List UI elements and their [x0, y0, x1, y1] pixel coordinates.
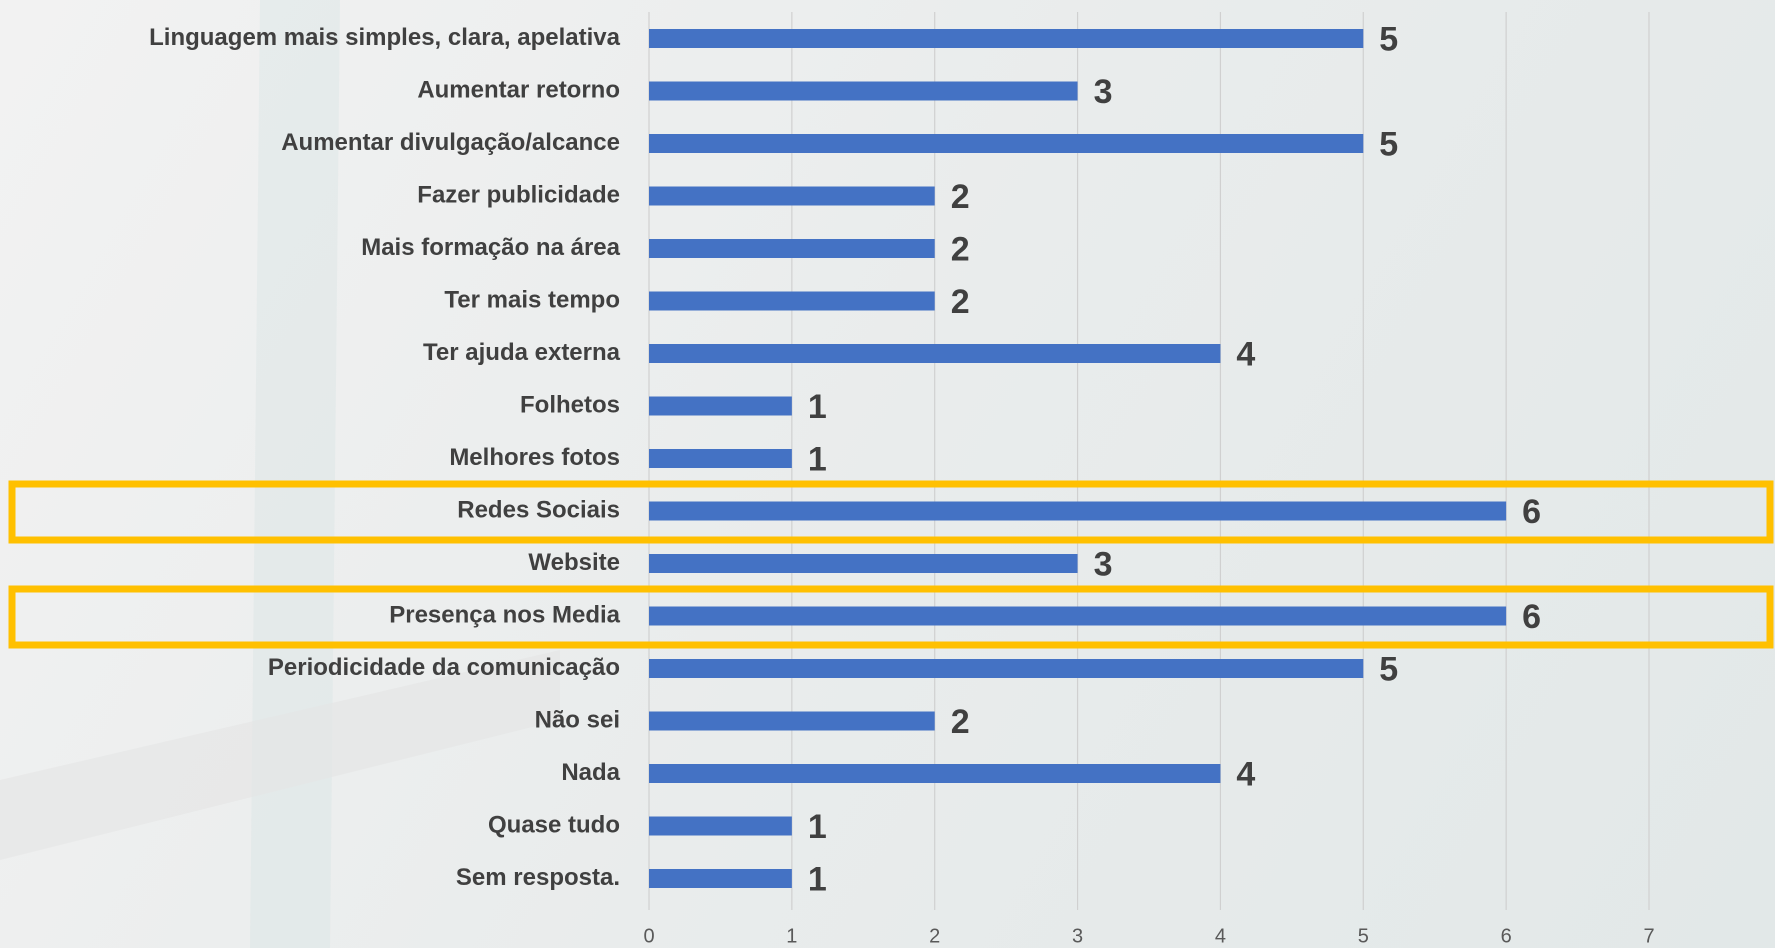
y-tick-label: Ter ajuda externa: [423, 339, 621, 366]
data-label: 1: [808, 808, 827, 846]
bar: [649, 764, 1221, 783]
x-tick-label: 5: [1358, 925, 1369, 947]
data-label: 4: [1236, 755, 1255, 793]
highlight-box: [8, 585, 1774, 649]
bar: [649, 186, 935, 206]
bar: [649, 29, 1364, 48]
y-tick-label: Linguagem mais simples, clara, apelativa: [149, 24, 621, 51]
data-label: 1: [808, 440, 827, 478]
y-tick-label: Não sei: [535, 706, 620, 733]
data-label: 2: [951, 230, 970, 268]
y-tick-label: Aumentar retorno: [417, 76, 620, 103]
data-label: 3: [1094, 545, 1113, 583]
data-label: 3: [1094, 73, 1113, 111]
y-tick-label: Mais formação na área: [361, 234, 620, 261]
x-tick-label: 6: [1501, 925, 1512, 947]
y-tick-label: Quase tudo: [488, 811, 620, 838]
bar: [649, 869, 792, 888]
data-label: 6: [1522, 598, 1541, 636]
bar: [649, 816, 792, 836]
data-label: 2: [951, 283, 970, 321]
background-shape: [0, 650, 560, 860]
x-tick-label: 0: [643, 925, 654, 947]
data-label: 2: [951, 703, 970, 741]
bar: [649, 501, 1507, 521]
bar: [649, 396, 792, 416]
bar: [649, 711, 935, 731]
bar: [649, 239, 935, 258]
bar: [649, 554, 1078, 573]
bar: [649, 449, 792, 468]
data-label: 2: [951, 178, 970, 216]
y-tick-label: Folhetos: [520, 391, 620, 418]
y-tick-label: Website: [528, 549, 620, 576]
bar: [649, 81, 1078, 101]
bar: [649, 344, 1221, 363]
x-tick-label: 4: [1215, 925, 1226, 947]
x-tick-label: 3: [1072, 925, 1083, 947]
y-tick-label: Fazer publicidade: [417, 181, 620, 208]
y-tick-label: Nada: [561, 759, 620, 786]
data-label: 1: [808, 860, 827, 898]
bar: [649, 134, 1364, 153]
data-label: 5: [1379, 20, 1398, 58]
y-tick-label: Aumentar divulgação/alcance: [281, 129, 620, 156]
y-tick-label: Redes Sociais: [457, 496, 620, 523]
data-label: 6: [1522, 493, 1541, 531]
data-label: 5: [1379, 650, 1398, 688]
y-tick-label: Periodicidade da comunicação: [268, 654, 620, 681]
x-tick-label: 2: [929, 925, 940, 947]
y-tick-label: Ter mais tempo: [444, 286, 620, 313]
data-label: 5: [1379, 125, 1398, 163]
data-label: 1: [808, 388, 827, 426]
y-tick-label: Presença nos Media: [389, 601, 620, 628]
y-tick-label: Sem resposta.: [456, 864, 620, 891]
x-tick-label: 7: [1643, 925, 1654, 947]
y-tick-label: Melhores fotos: [449, 444, 620, 471]
bar: [649, 291, 935, 311]
highlight-box: [8, 480, 1774, 544]
data-label: 4: [1236, 335, 1255, 373]
bar: [649, 606, 1507, 626]
bar: [649, 659, 1364, 678]
x-tick-label: 1: [786, 925, 797, 947]
